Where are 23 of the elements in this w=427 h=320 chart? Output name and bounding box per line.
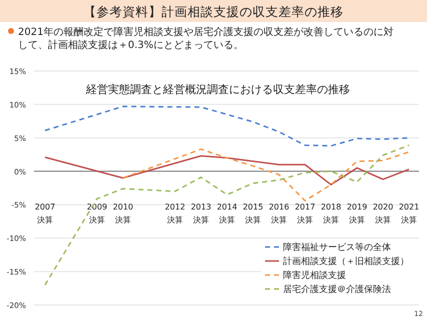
x-tick-label: 2013 決算 bbox=[190, 202, 212, 224]
x-tick-label: 2016 決算 bbox=[268, 202, 290, 224]
line-series bbox=[44, 155, 410, 186]
x-tick-label: 2007 決算 bbox=[34, 202, 56, 224]
x-tick-label: 2015 決算 bbox=[242, 202, 264, 224]
line-series bbox=[122, 148, 410, 202]
x-tick-label: 2021 決算 bbox=[398, 202, 420, 224]
legend-label: 居宅介護支援＠介護保険法 bbox=[283, 284, 391, 295]
x-tick-label: 2012 決算 bbox=[164, 202, 186, 224]
chart-title: 【参考資料】計画相談支援の収支差率の推移 bbox=[84, 4, 344, 19]
x-tick-label: 2020 決算 bbox=[372, 202, 394, 224]
text: 2021年の報酬改定で障害児相談支援や居宅介護支援の収支差が改善しているのに対して、計画相談支援は＋0.3%にとどまっている。 bbox=[18, 26, 394, 51]
x-tick-label: 2017 決算 bbox=[294, 202, 316, 224]
text: 経営実態調査と経営概況調査における収支差率の推移 bbox=[85, 83, 350, 96]
x-tick-label: 2014 決算 bbox=[216, 202, 238, 224]
x-tick-label: 2019 決算 bbox=[346, 202, 368, 224]
x-tick-label: 2018 決算 bbox=[320, 202, 342, 224]
x-tick-label: 2010 決算 bbox=[112, 202, 134, 224]
line-series bbox=[44, 106, 410, 147]
legend-label: 障害児相談支援 bbox=[283, 270, 346, 281]
x-tick-label: 2009 決算 bbox=[86, 202, 108, 224]
legend-label: 障害福祉サービス等の全体 bbox=[283, 242, 391, 253]
legend-label: 計画相談支援（＋旧相談支援） bbox=[283, 256, 409, 267]
